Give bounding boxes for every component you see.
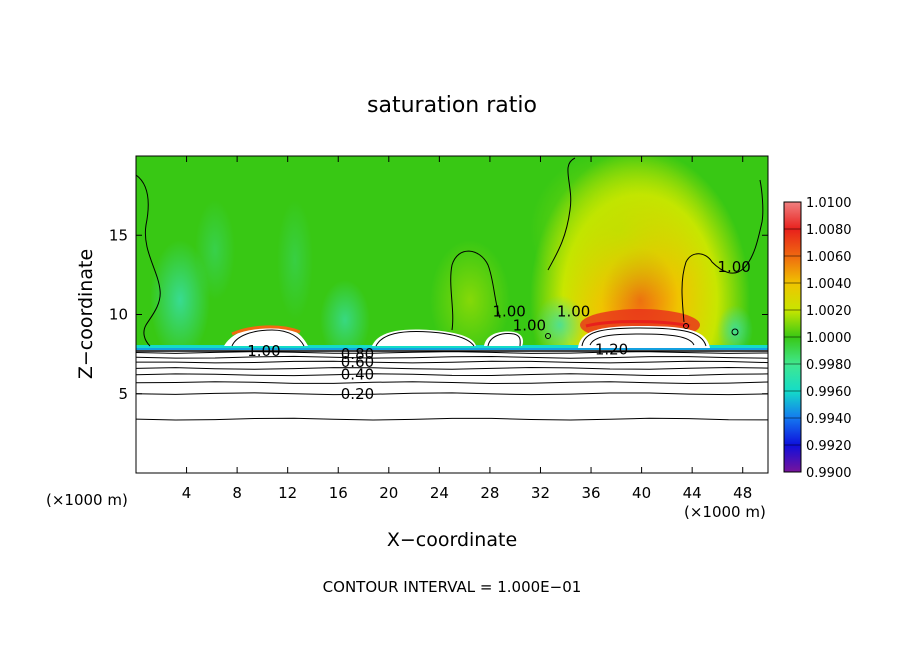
contour-label: 1.00 [513,317,546,335]
x-tick-label: 36 [581,484,600,502]
colorbar: 1.0100 1.0080 1.0060 1.0040 1.0020 1.0000 0.99… [783,196,852,481]
contour-interval-note: CONTOUR INTERVAL = 1.000E−01 [323,578,582,596]
subsaturated-region [136,350,768,473]
contour-lines-lower [136,351,768,421]
cloud-cap [372,329,476,346]
contour-line [136,355,768,359]
contour-line [136,366,768,370]
x-axis-label: X−coordinate [387,529,517,551]
field-moist-patch [530,156,710,310]
contour-line [136,381,768,385]
colorbar-segment [784,337,801,365]
x-tick-label: 16 [329,484,348,502]
cloud-base-band [136,345,768,350]
contour-lines-upper [136,157,764,347]
x-tick-label: 40 [632,484,651,502]
y-tick-label: 5 [118,385,128,403]
x-tick-label: 32 [531,484,550,502]
cloud-cap-edge [585,320,691,328]
contour-label: 0.40 [341,366,374,384]
x-tick-label: 44 [683,484,702,502]
colorbar-label: 0.9900 [806,466,852,481]
y-axis-label: Z−coordinate [75,249,97,379]
cloud-cap [578,326,710,348]
colorbar-label: 1.0040 [806,277,852,292]
colorbar-label: 1.0060 [806,250,852,265]
colorbar-label: 1.0020 [806,304,852,319]
colorbar-label: 0.9940 [806,412,852,427]
colorbar-segment [784,229,801,257]
field-dry-patch [150,240,210,360]
cloud-base-band [136,348,768,350]
y-tick-label: 15 [109,226,128,244]
x-axis: 4 8 12 16 20 24 28 32 36 40 44 48 [182,156,752,502]
x-tick-label: 12 [278,484,297,502]
cloud-cap [484,331,524,346]
field-dry-patch [320,280,370,360]
colorbar-label: 0.9920 [806,439,852,454]
colorbar-label: 1.0100 [806,196,852,211]
field-dry-patch [195,200,235,300]
contour-label: 0.20 [341,385,374,403]
x-tick-label: 28 [480,484,499,502]
field-dry-patch [717,305,753,355]
colorbar-label: 1.0080 [806,223,852,238]
x-tick-label: 20 [379,484,398,502]
x-tick-label: 24 [430,484,449,502]
chart-title: saturation ratio [367,93,537,118]
field-dry-patch [277,200,313,320]
contour-label: 1.00 [492,302,525,320]
x-unit-left: (×1000 m) [46,491,128,509]
y-axis: 5 10 15 [109,226,768,403]
x-tick-label: 8 [232,484,242,502]
x-tick-label: 4 [182,484,192,502]
contour-labels: 0.200.400.600.801.001.001.001.001.001.20 [247,258,751,403]
x-tick-label: 48 [733,484,752,502]
y-tick-label: 10 [109,306,128,324]
contour-label: 0.80 [341,345,374,363]
colorbar-label: 0.9960 [806,385,852,400]
field-dry-patch [535,295,585,355]
contour-label: 1.00 [717,258,750,276]
colorbar-segment [784,418,801,446]
colorbar-segment [784,256,801,284]
contour-line [136,392,768,396]
colorbar-segment [784,445,801,473]
cloud-cap-edge [231,325,301,336]
colorbar-segment [784,391,801,419]
contour-label: 1.20 [595,340,628,358]
colorbar-segment [784,364,801,392]
contour-line [136,373,768,377]
plot-area [136,156,768,473]
contour-line [136,417,768,421]
colorbar-segment [784,310,801,338]
contour-label: 1.00 [247,342,280,360]
colorbar-label: 1.0000 [806,331,852,346]
colorbar-label: 0.9980 [806,358,852,373]
x-unit-right: (×1000 m) [684,503,766,521]
contour-label: 1.00 [557,302,590,320]
colorbar-segment [784,202,801,230]
contour-line [136,360,768,364]
colorbar-segment [784,283,801,311]
contour-label: 0.60 [341,353,374,371]
